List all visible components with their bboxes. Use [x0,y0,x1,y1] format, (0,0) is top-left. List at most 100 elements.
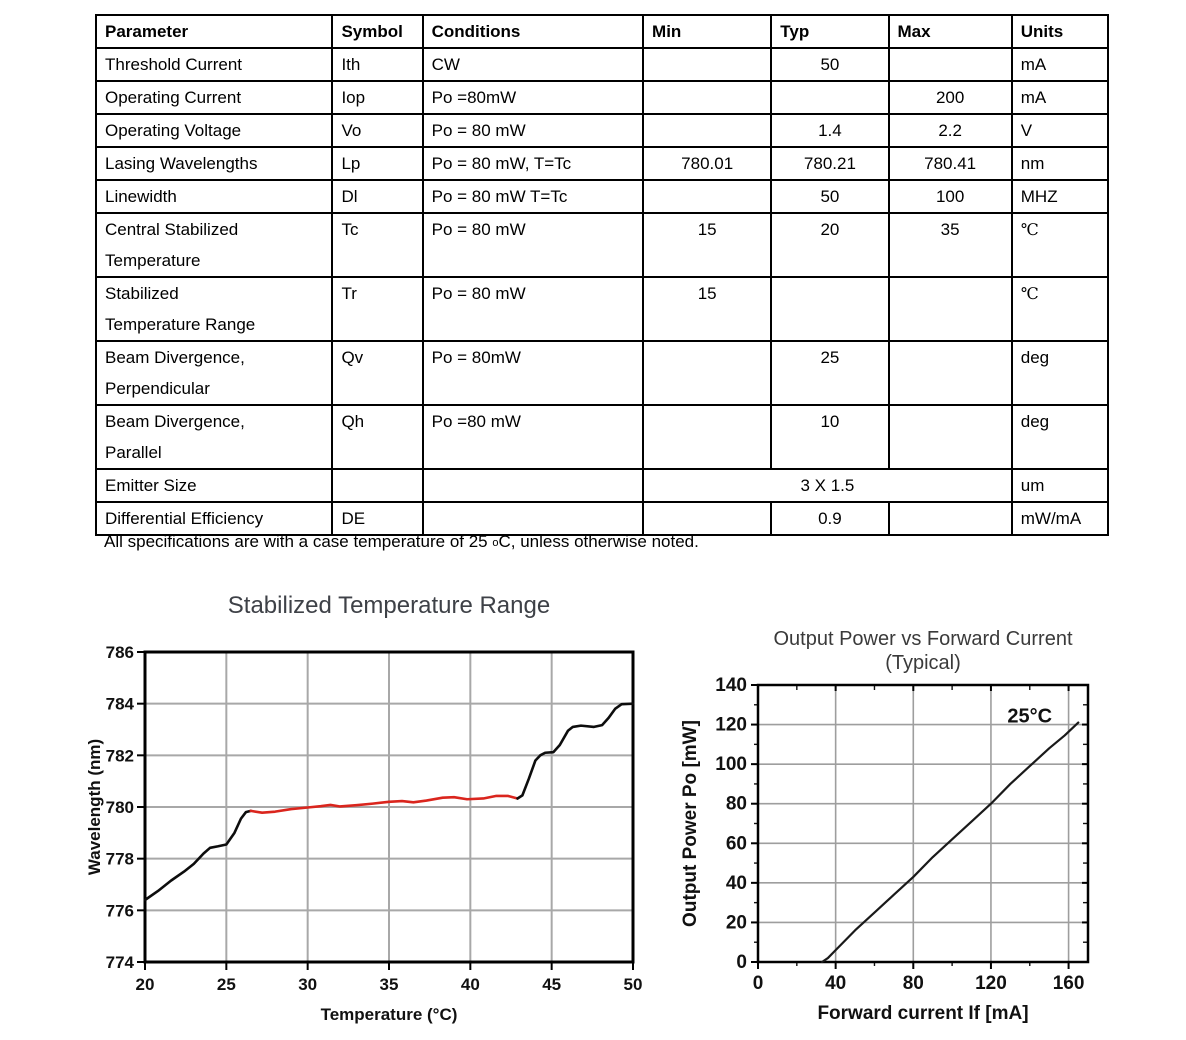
svg-text:784: 784 [106,695,135,714]
cell-conditions: Po = 80mW [421,340,645,406]
svg-text:778: 778 [106,850,134,869]
cell-symbol: Vo [331,113,424,148]
cell-units: nm [1010,146,1110,181]
svg-text:120: 120 [715,715,747,736]
output-power-canvas: 0 40 80 120 160 0 20 40 60 80 100 120 140 Forward cur… [680,628,1090,1024]
note-degree-o: o [492,537,499,549]
cell-max [887,501,1013,536]
y-axis-label: Output Power Po [mW] [680,720,701,927]
note-text: All specifications are with a case tempe… [104,532,493,551]
table-row: Lasing Wavelengths Lp Po = 80 mW, T=Tc 780.… [94,146,1110,181]
svg-text:782: 782 [106,746,134,765]
cell-symbol [331,468,424,503]
svg-text:100: 100 [715,754,747,775]
svg-text:80: 80 [726,794,747,815]
table-row: Operating Voltage Vo Po = 80 mW 1.4 2.2 V [94,113,1110,148]
svg-text:40: 40 [726,873,747,894]
col-header: Typ [770,14,890,49]
cell-typ: 780.21 [770,146,890,181]
major-ticks [137,651,634,970]
cell-parameter: Central Stabilized Temperature [94,212,334,278]
table-row: Linewidth Dl Po = 80 mW T=Tc 50 100 MHZ [94,179,1110,214]
cell-conditions [421,501,645,536]
temperature-annotation: 25°C [1007,706,1052,728]
cell-typ: 25 [770,340,890,406]
cell-units: ℃ [1010,212,1110,278]
cell-min [642,404,773,470]
plot-border [756,683,1090,964]
chart-output-power: 0 40 80 120 160 0 20 40 60 80 100 120 140 Forward cur… [670,615,1130,1040]
col-header: Conditions [421,14,645,49]
table-row: Differential Efficiency DE 0.9 mW/mA [94,501,1110,536]
x-axis-label: Temperature (°C) [321,1005,458,1024]
cell-conditions: Po = 80 mW [421,212,645,278]
cell-units: mW/mA [1010,501,1110,536]
cell-typ [770,80,890,115]
cell-conditions: Po = 80 mW [421,113,645,148]
table-header-row: Parameter Symbol Conditions Min Typ Max Units [94,14,1110,49]
chart-title: Output Power vs Forward Current [774,628,1073,650]
cell-units: MHZ [1010,179,1110,214]
cell-max [887,276,1013,342]
cell-typ: 50 [770,179,890,214]
cell-min [642,47,773,82]
cell-min [642,113,773,148]
spec-table: Parameter Symbol Conditions Min Typ Max Units … [94,14,1110,536]
cell-parameter: Differential Efficiency [94,501,334,536]
svg-text:160: 160 [1053,973,1085,994]
cell-parameter: Emitter Size [94,468,334,503]
svg-text:40: 40 [461,975,480,994]
plot-border [143,650,635,964]
cell-max: 200 [887,80,1013,115]
series-wavelength-lower [143,809,253,902]
cell-units: ℃ [1010,276,1110,342]
cell-symbol: Lp [331,146,424,181]
cell-symbol: Dl [331,179,424,214]
cell-min: 15 [642,276,773,342]
cell-units: deg [1010,404,1110,470]
cell-symbol: DE [331,501,424,536]
cell-typ: 10 [770,404,890,470]
cell-min [642,179,773,214]
svg-text:20: 20 [136,975,155,994]
cell-parameter: Threshold Current [94,47,334,82]
cell-symbol: Tc [331,212,424,278]
tick-labels: 0 40 80 120 160 0 20 40 60 80 100 120 140 [715,675,1084,994]
cell-max: 2.2 [887,113,1013,148]
cell-units: mA [1010,80,1110,115]
table-row: Beam Divergence, Perpendicular Qv Po = 80mW… [94,340,1110,406]
cell-symbol: Tr [331,276,424,342]
grid [144,651,634,963]
cell-min: 780.01 [642,146,773,181]
svg-text:80: 80 [903,973,924,994]
y-axis-label: Wavelength (nm) [85,739,104,875]
cell-max: 35 [887,212,1013,278]
cell-typ [770,276,890,342]
tick-labels: 20 25 30 35 40 45 50 774 776 778 780 782 784 786 [106,643,643,994]
series-output-power-25C [820,721,1080,964]
svg-text:776: 776 [106,901,134,920]
svg-text:30: 30 [298,975,317,994]
cell-conditions [421,468,645,503]
table-row: Threshold Current Ith CW 50 mA [94,47,1110,82]
svg-text:20: 20 [726,912,747,933]
svg-text:774: 774 [106,953,135,972]
cell-units: V [1010,113,1110,148]
cell-min [642,501,773,536]
table-row: Central Stabilized Temperature Tc Po = 80 m… [94,212,1110,278]
col-header: Units [1010,14,1110,49]
cell-max: 780.41 [887,146,1013,181]
svg-text:25: 25 [217,975,236,994]
cell-parameter: Stabilized Temperature Range [94,276,334,342]
svg-text:45: 45 [542,975,561,994]
table-row: Beam Divergence, Parallel Qh Po =80 mW 10 deg [94,404,1110,470]
svg-text:35: 35 [380,975,399,994]
cell-max [887,404,1013,470]
series-wavelength-upper [516,702,635,800]
series-stabilized-range [249,794,519,814]
cell-conditions: CW [421,47,645,82]
cell-parameter: Linewidth [94,179,334,214]
col-header: Parameter [94,14,334,49]
major-ticks [751,684,1088,969]
